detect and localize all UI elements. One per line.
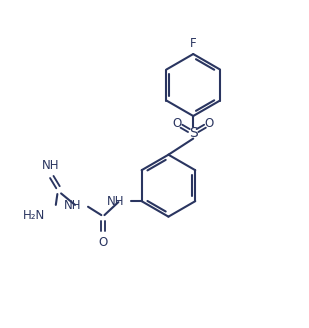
Text: O: O xyxy=(205,117,214,130)
Text: H₂N: H₂N xyxy=(23,209,46,222)
Text: NH: NH xyxy=(42,159,60,172)
Text: NH: NH xyxy=(64,199,81,212)
Text: S: S xyxy=(189,126,197,140)
Text: O: O xyxy=(172,117,182,130)
Text: F: F xyxy=(190,37,197,50)
Text: O: O xyxy=(98,236,108,249)
Text: NH: NH xyxy=(107,195,125,208)
